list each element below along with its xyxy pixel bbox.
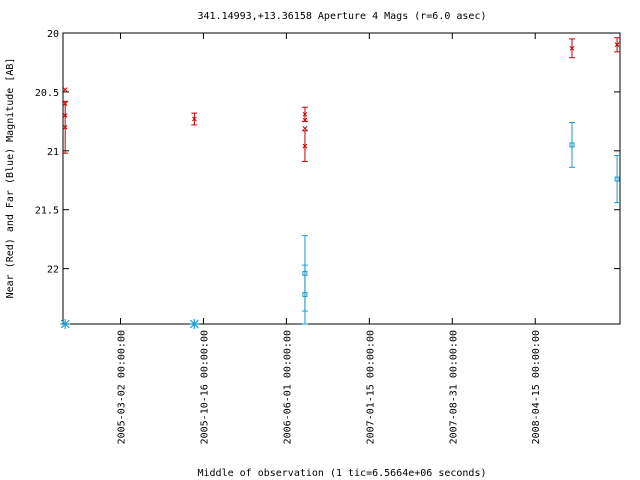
chart-title: 341.14993,+13.36158 Aperture 4 Mags (r=6…	[198, 11, 487, 22]
near-data-point	[614, 42, 620, 48]
far-data-point	[302, 292, 308, 298]
near-data-point	[62, 87, 68, 92]
x-tick-label: 2007-01-15 00:00:00	[365, 330, 376, 444]
x-axis-label: Middle of observation (1 tic=6.5664e+06 …	[198, 468, 487, 479]
y-axis-ticks: 20 20.5 21 21.5 22	[35, 29, 620, 276]
y-tick-label: 22	[47, 265, 59, 276]
x-tick-label: 2006-06-01 00:00:00	[282, 330, 293, 444]
near-data-point	[302, 143, 308, 149]
x-tick-label: 2005-03-02 00:00:00	[116, 330, 127, 444]
x-tick-label: 2005-10-16 00:00:00	[199, 330, 210, 444]
near-data-point	[569, 45, 575, 51]
y-tick-label: 20.5	[35, 88, 59, 99]
y-tick-label: 21	[47, 147, 59, 158]
near-data-point	[191, 116, 197, 122]
near-data-point	[302, 117, 308, 123]
y-tick-label: 20	[47, 29, 59, 40]
far-data-point	[614, 176, 620, 182]
plot-frame	[62, 32, 621, 325]
y-axis-label: Near (Red) and Far (Blue) Magnitude [AB]	[5, 58, 16, 299]
near-data-point	[62, 124, 68, 130]
x-axis-ticks: 2005-03-02 00:00:00 2005-10-16 00:00:00 20…	[116, 33, 542, 444]
y-tick-label: 21.5	[35, 206, 59, 217]
far-data-point	[569, 142, 575, 148]
near-data-point	[302, 111, 308, 117]
data-marks	[60, 37, 621, 329]
x-tick-label: 2008-04-15 00:00:00	[531, 330, 542, 444]
far-limit-point	[60, 319, 71, 329]
near-data-point	[302, 126, 308, 131]
x-tick-label: 2007-08-31 00:00:00	[448, 330, 459, 444]
far-limit-point	[189, 319, 200, 329]
